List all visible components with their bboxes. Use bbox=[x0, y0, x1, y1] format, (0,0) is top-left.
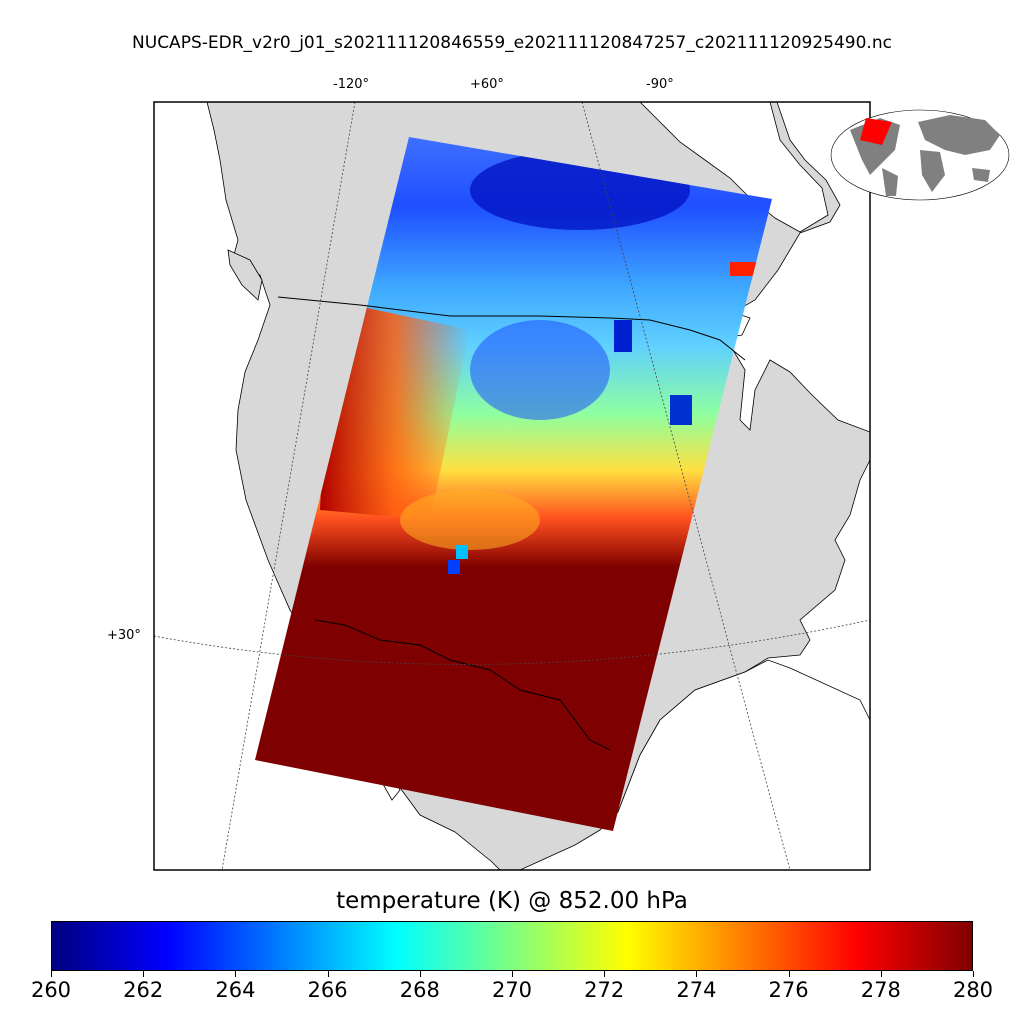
gulf-of-mexico bbox=[519, 659, 870, 870]
colorbar-tick bbox=[235, 971, 237, 977]
colorbar-tick bbox=[512, 971, 513, 977]
hudson-bay bbox=[639, 102, 829, 233]
colorbar-tick bbox=[880, 971, 882, 977]
temperature-swath bbox=[255, 137, 772, 831]
lon-label-60: +60° bbox=[470, 77, 504, 92]
colorbar-tick-label: 260 bbox=[30, 978, 72, 1002]
colorbar-tick-label: 276 bbox=[768, 978, 809, 1002]
colorbar-tick-label: 278 bbox=[860, 978, 901, 1002]
plot-title: NUCAPS-EDR_v2r0_j01_s202111120846559_e20… bbox=[132, 33, 892, 53]
map-canvas bbox=[153, 101, 1010, 871]
graticule bbox=[154, 102, 870, 870]
colorbar-tick-label: 270 bbox=[491, 978, 533, 1002]
colorbar-tick bbox=[51, 971, 52, 977]
colorbar-tick-label: 268 bbox=[399, 978, 440, 1002]
colorbar-tick-label: 262 bbox=[123, 978, 164, 1002]
colorbar-tick bbox=[604, 971, 606, 977]
lon-label-120w: -120° bbox=[333, 77, 370, 92]
colorbar-tick bbox=[788, 971, 790, 977]
colorbar-tick bbox=[973, 971, 974, 977]
colorbar-tick-label: 280 bbox=[952, 978, 994, 1002]
map-frame bbox=[153, 101, 871, 871]
colorbar-tick-label: 272 bbox=[584, 978, 625, 1002]
colorbar-tick bbox=[327, 971, 329, 977]
colorbar-tick-label: 264 bbox=[215, 978, 256, 1002]
colorbar-tick bbox=[419, 971, 421, 977]
colorbar-tick-label: 274 bbox=[676, 978, 717, 1002]
colorbar bbox=[51, 921, 973, 971]
colorbar-tick bbox=[143, 971, 145, 977]
lat-label-30n: +30° bbox=[107, 628, 141, 643]
us-mexico-border bbox=[314, 619, 611, 751]
inset-globe bbox=[830, 109, 1010, 201]
colorbar-tick bbox=[696, 971, 698, 977]
us-canada-border bbox=[277, 296, 746, 361]
lon-label-90w: -90° bbox=[646, 77, 674, 92]
colorbar-tick-label: 266 bbox=[307, 978, 348, 1002]
vancouver-island bbox=[227, 249, 263, 301]
colorbar-label: temperature (K) @ 852.00 hPa bbox=[336, 888, 688, 914]
